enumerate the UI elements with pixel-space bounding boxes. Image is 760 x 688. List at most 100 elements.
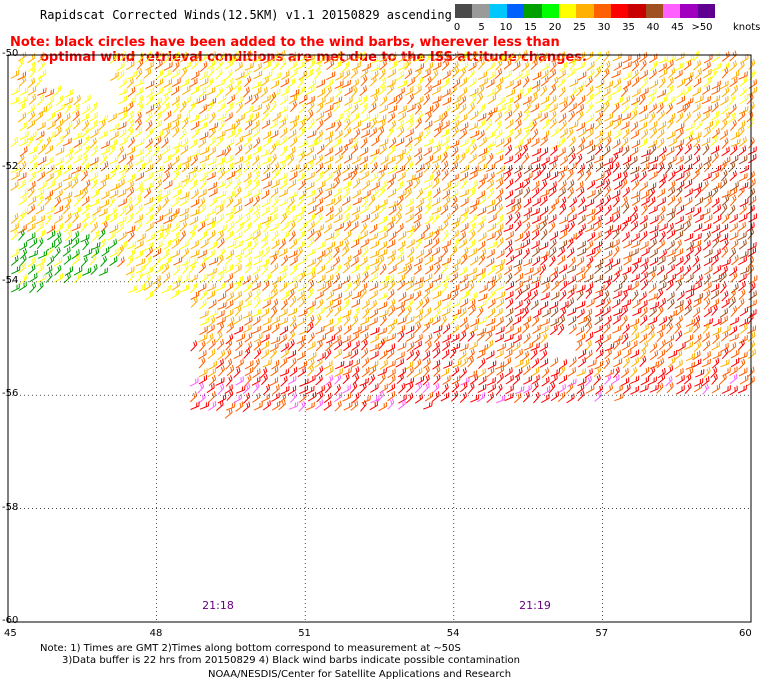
- wind-barb: [143, 273, 151, 285]
- wind-barb: [380, 155, 389, 166]
- wind-barb: [189, 170, 197, 183]
- wind-barb: [253, 348, 262, 360]
- wind-barb: [602, 306, 611, 317]
- wind-barb: [352, 273, 361, 285]
- wind-barb: [207, 136, 216, 147]
- wind-barb: [278, 264, 288, 274]
- wind-barb: [242, 299, 252, 309]
- wind-barb: [584, 123, 595, 132]
- wind-barb: [532, 112, 542, 121]
- wind-barb: [270, 153, 277, 166]
- wind-barb: [91, 247, 100, 259]
- wind-barb: [244, 360, 254, 370]
- wind-barb: [306, 266, 316, 276]
- wind-barb: [549, 246, 557, 258]
- wind-barb: [549, 60, 557, 72]
- wind-barb: [514, 119, 522, 131]
- wind-barb: [603, 315, 612, 326]
- wind-barb: [496, 365, 505, 376]
- wind-barb: [100, 199, 110, 209]
- wind-barb: [127, 248, 136, 259]
- wind-barb: [602, 145, 611, 157]
- wind-barb: [388, 264, 397, 275]
- wind-barb: [630, 121, 639, 132]
- wind-barb: [432, 359, 441, 370]
- wind-barb: [342, 262, 351, 274]
- wind-barb: [477, 384, 487, 394]
- wind-barb: [206, 77, 214, 89]
- wind-barb: [253, 401, 263, 411]
- wind-barb: [441, 160, 449, 172]
- wind-barb: [477, 293, 488, 302]
- wind-barb: [278, 135, 287, 147]
- wind-barb: [721, 67, 729, 79]
- wind-barb: [631, 262, 639, 274]
- wind-barb: [243, 105, 253, 115]
- wind-barb: [145, 233, 155, 243]
- wind-barb: [207, 146, 217, 157]
- wind-barb: [640, 306, 648, 318]
- wind-barb: [217, 292, 227, 302]
- wind-barb: [451, 103, 460, 113]
- wind-barb: [423, 273, 433, 283]
- wind-barb: [522, 128, 530, 140]
- wind-barb: [28, 61, 36, 73]
- wind-barb: [379, 359, 388, 370]
- wind-barb: [298, 385, 309, 395]
- wind-barb: [585, 198, 595, 208]
- wind-barb: [469, 51, 478, 62]
- wind-barb: [343, 110, 351, 123]
- wind-barb: [514, 164, 523, 174]
- wind-barb: [621, 95, 630, 106]
- wind-barb: [449, 173, 459, 183]
- wind-barb: [451, 95, 461, 105]
- wind-barb: [154, 264, 164, 274]
- wind-barb: [702, 61, 711, 72]
- wind-barb: [621, 231, 630, 242]
- wind-barb: [172, 126, 180, 138]
- wind-barb: [479, 284, 488, 294]
- wind-barb: [576, 186, 585, 198]
- wind-barb: [370, 240, 380, 250]
- wind-barb: [413, 367, 423, 378]
- wind-barb: [569, 86, 577, 98]
- wind-barb: [424, 214, 433, 225]
- wind-barb: [459, 343, 469, 352]
- wind-barb: [143, 242, 154, 251]
- wind-barb: [442, 375, 451, 385]
- wind-barb: [431, 69, 439, 81]
- wind-barb: [126, 180, 134, 191]
- wind-barb: [468, 170, 478, 181]
- wind-barb: [450, 146, 459, 157]
- wind-barb: [225, 68, 233, 80]
- wind-barb: [216, 339, 225, 350]
- wind-barb: [262, 317, 272, 326]
- wind-barb: [729, 289, 736, 301]
- wind-barb: [523, 375, 532, 385]
- wind-barb: [359, 155, 368, 166]
- wind-barb: [333, 195, 342, 206]
- wind-barb: [359, 163, 368, 174]
- wind-barb: [351, 61, 361, 71]
- wind-barb: [332, 60, 342, 70]
- wind-barb: [422, 296, 430, 308]
- wind-barb: [719, 315, 728, 326]
- wind-barb: [377, 186, 386, 198]
- wind-barb: [647, 376, 657, 386]
- wind-barb: [242, 214, 251, 225]
- wind-barb: [172, 280, 181, 291]
- wind-barb: [206, 383, 215, 394]
- wind-barb: [28, 146, 38, 155]
- wind-barb: [739, 250, 749, 260]
- wind-barb: [586, 231, 596, 242]
- wind-barb: [117, 106, 128, 115]
- wind-barb: [387, 398, 395, 410]
- wind-barb: [405, 113, 414, 124]
- wind-barb: [413, 290, 422, 301]
- wind-barb: [396, 87, 405, 97]
- wind-barb: [567, 283, 577, 294]
- wind-barb: [413, 213, 422, 224]
- wind-barb: [134, 240, 144, 250]
- wind-barb: [361, 299, 370, 310]
